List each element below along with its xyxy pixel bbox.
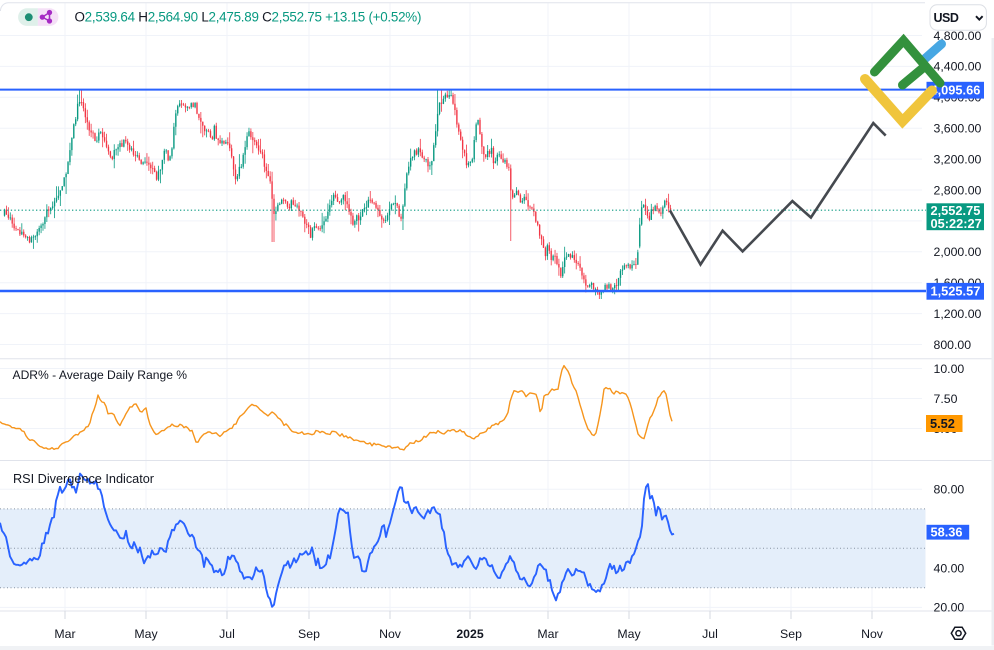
svg-text:May: May (134, 627, 158, 641)
svg-text:800.00: 800.00 (934, 338, 972, 352)
svg-text:Sep: Sep (298, 627, 320, 641)
svg-text:2,552.75: 2,552.75 (931, 203, 981, 218)
svg-text:Sep: Sep (780, 627, 802, 641)
svg-text:05:22:27: 05:22:27 (931, 216, 982, 231)
svg-text:80.00: 80.00 (934, 483, 965, 497)
svg-text:2,800.00: 2,800.00 (934, 183, 982, 197)
svg-text:May: May (617, 627, 641, 641)
svg-text:10.00: 10.00 (934, 362, 965, 376)
svg-text:7.50: 7.50 (934, 392, 958, 406)
svg-text:RSI Divergence Indicator: RSI Divergence Indicator (13, 472, 155, 486)
svg-text:3,200.00: 3,200.00 (934, 152, 982, 166)
svg-text:4,400.00: 4,400.00 (934, 60, 982, 74)
svg-text:O2,539.64 H2,564.90 L2,475.89: O2,539.64 H2,564.90 L2,475.89 C2,552.75 … (75, 10, 422, 25)
svg-text:5.52: 5.52 (930, 416, 955, 431)
svg-text:2,000.00: 2,000.00 (934, 245, 982, 259)
svg-text:1,200.00: 1,200.00 (934, 307, 982, 321)
svg-text:Nov: Nov (379, 627, 402, 641)
svg-text:Mar: Mar (537, 627, 558, 641)
svg-text:40.00: 40.00 (934, 561, 965, 575)
svg-text:Jul: Jul (219, 627, 235, 641)
svg-text:3,600.00: 3,600.00 (934, 122, 982, 136)
svg-text:Jul: Jul (702, 627, 718, 641)
svg-text:4,800.00: 4,800.00 (934, 29, 982, 43)
svg-text:Nov: Nov (861, 627, 884, 641)
svg-text:Mar: Mar (54, 627, 75, 641)
svg-text:1,525.57: 1,525.57 (931, 284, 981, 299)
svg-text:2025: 2025 (456, 627, 484, 641)
svg-text:ADR% - Average Daily Range %: ADR% - Average Daily Range % (13, 368, 188, 382)
svg-text:20.00: 20.00 (934, 601, 965, 615)
svg-text:58.36: 58.36 (931, 525, 963, 540)
svg-text:USD: USD (934, 11, 959, 25)
